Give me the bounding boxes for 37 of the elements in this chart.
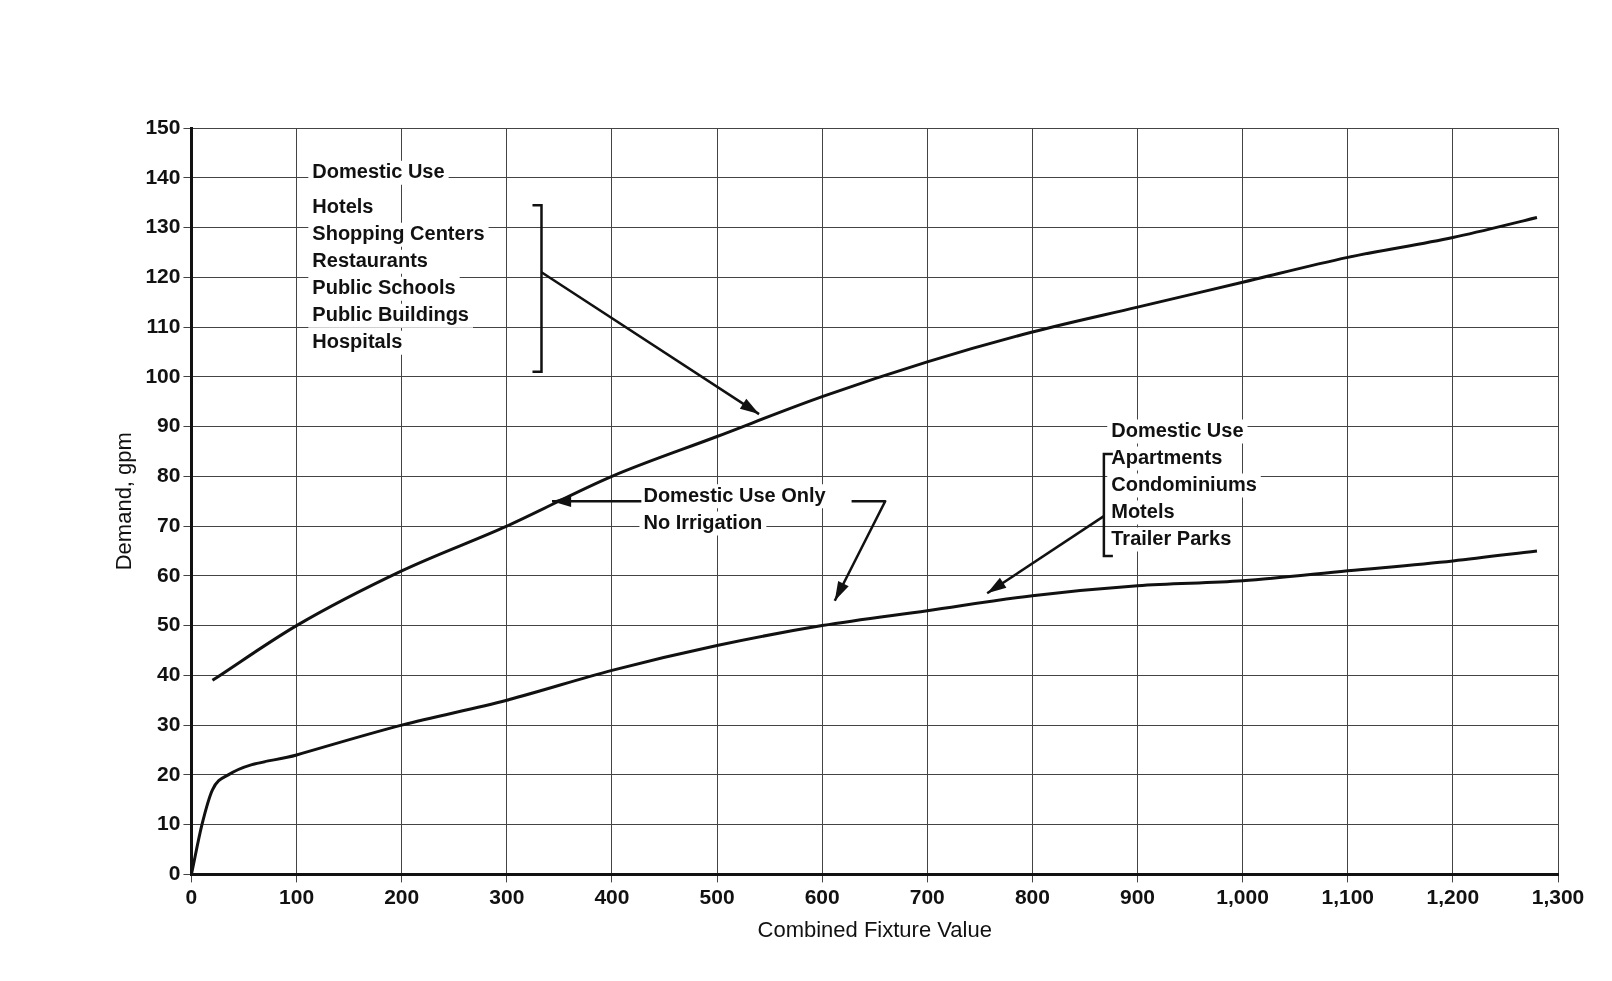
annotation: No Irrigation: [643, 511, 763, 534]
y-tick-label: 120: [145, 264, 181, 288]
y-tick-label: 30: [157, 711, 181, 735]
y-tick-label: 90: [157, 413, 181, 437]
y-tick-label: 70: [157, 512, 181, 536]
y-tick-label: 50: [157, 612, 181, 636]
y-axis-title: Demand, gpm: [111, 432, 137, 571]
x-tick-label: 200: [384, 884, 420, 908]
y-tick-label: 0: [168, 861, 181, 885]
x-tick-label: 900: [1120, 884, 1156, 908]
y-tick-label: 150: [145, 114, 181, 138]
x-tick-label: 400: [594, 884, 630, 908]
y-tick-label: 140: [145, 164, 181, 188]
y-tick-label: 110: [146, 313, 181, 337]
x-tick-label: 500: [699, 884, 735, 908]
y-tick-label: 10: [157, 811, 181, 835]
line-series: [210, 216, 1539, 682]
y-tick-label: 130: [145, 214, 181, 238]
annotation: Domestic Use Apartments Condominiums Motels Trailer Parks: [1111, 419, 1257, 550]
x-tick-label: 1,300: [1531, 884, 1585, 908]
x-tick-label: 100: [279, 884, 315, 908]
x-tick-label: 1,000: [1216, 884, 1269, 908]
annotation: Domestic Use Hotels Shopping Centers Restaurants Public Schools Public Buildings Hospitals: [312, 160, 485, 353]
y-tick-label: 100: [145, 363, 181, 387]
x-axis-title: Combined Fixture Value: [757, 916, 992, 942]
x-tick-label: 700: [909, 884, 945, 908]
y-tick-label: 20: [157, 761, 181, 785]
y-tick-label: 60: [157, 562, 181, 586]
x-tick-label: 800: [1014, 884, 1050, 908]
annotation: Domestic Use Only: [643, 483, 827, 506]
x-tick-label: 1,100: [1321, 884, 1375, 908]
x-tick-label: 1,200: [1426, 884, 1480, 908]
x-tick-label: 300: [489, 884, 525, 908]
y-tick-label: 40: [157, 662, 181, 686]
x-tick-label: 600: [804, 884, 840, 908]
x-tick-label: 0: [185, 884, 198, 908]
y-tick-label: 80: [157, 463, 181, 487]
